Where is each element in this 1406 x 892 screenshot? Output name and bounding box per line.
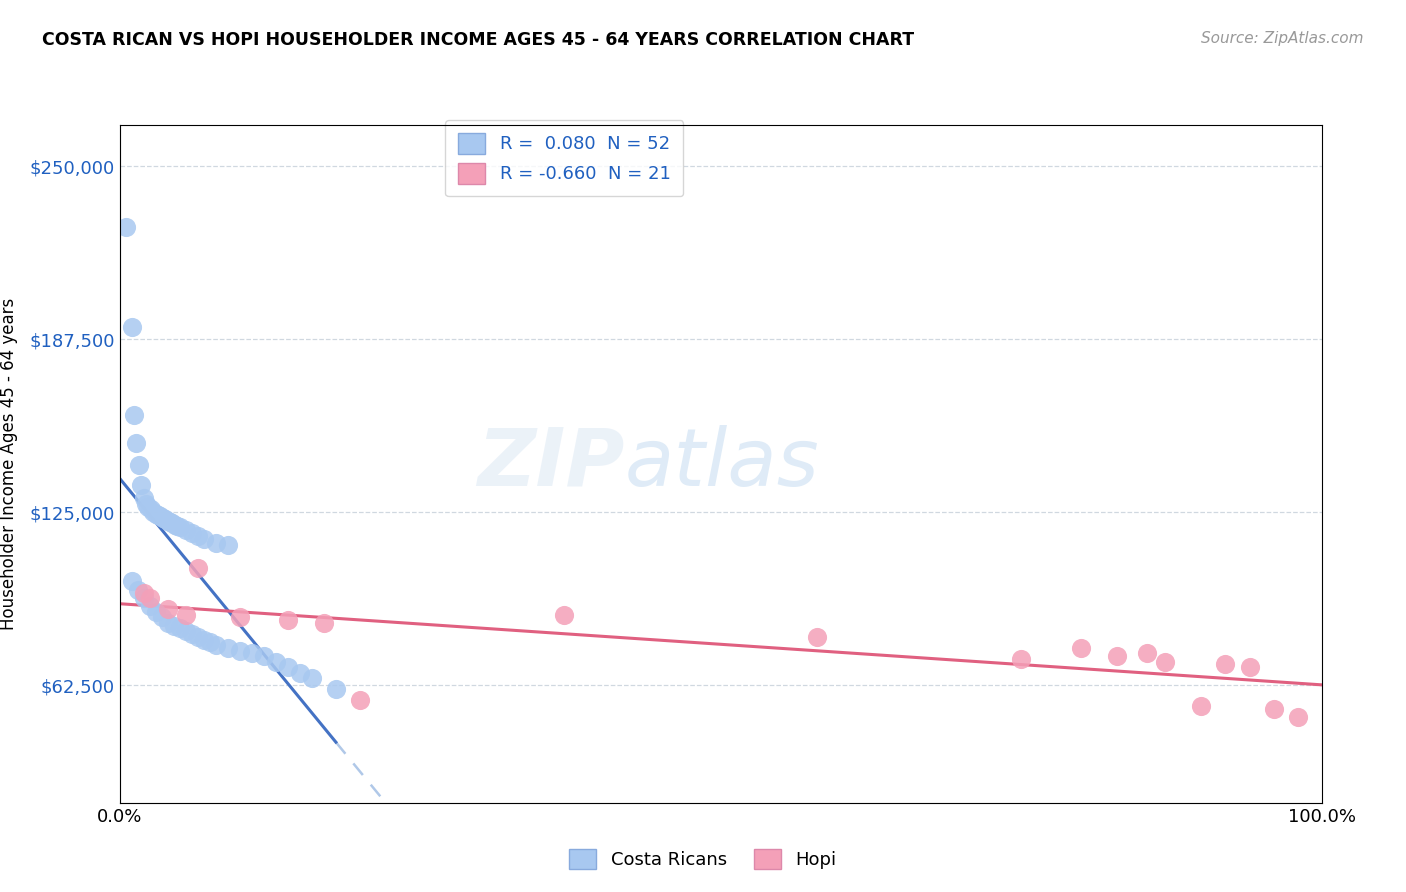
Point (174, 523, 197, 537)
Point (174, 607, 197, 622)
Point (1189, 698, 1212, 713)
Point (122, 409, 145, 423)
Point (145, 507, 167, 521)
Point (288, 665, 311, 680)
Point (1010, 652, 1032, 666)
Point (312, 615, 335, 630)
Point (193, 632, 215, 647)
Point (553, 607, 575, 622)
Point (1154, 655, 1177, 669)
Point (193, 532, 215, 546)
Point (174, 624, 197, 639)
Point (153, 512, 176, 526)
Point (187, 560, 209, 574)
Point (253, 649, 276, 664)
Point (166, 519, 188, 533)
Point (1239, 660, 1261, 674)
Point (1215, 657, 1237, 672)
Point (132, 591, 155, 605)
Point (139, 502, 162, 516)
Point (135, 497, 157, 511)
Point (1263, 702, 1285, 716)
Legend: Costa Ricans, Hopi: Costa Ricans, Hopi (560, 839, 846, 879)
Point (138, 500, 160, 514)
Point (121, 319, 143, 334)
Point (163, 517, 186, 532)
Point (132, 585, 155, 599)
Point (159, 515, 181, 529)
Point (240, 646, 263, 660)
Point (1136, 646, 1159, 660)
Point (149, 509, 172, 524)
Point (180, 627, 202, 641)
Point (129, 477, 152, 491)
Y-axis label: Householder Income Ages 45 - 64 years: Householder Income Ages 45 - 64 years (0, 298, 18, 630)
Point (150, 610, 173, 624)
Point (1070, 640, 1092, 655)
Point (217, 539, 239, 553)
Point (121, 574, 143, 589)
Text: ZIP: ZIP (477, 425, 624, 503)
Text: Source: ZipAtlas.com: Source: ZipAtlas.com (1201, 31, 1364, 46)
Point (138, 591, 160, 605)
Point (204, 638, 226, 652)
Text: atlas: atlas (624, 425, 820, 503)
Point (806, 630, 828, 644)
Point (228, 610, 252, 624)
Point (156, 602, 179, 616)
Point (162, 618, 184, 632)
Point (142, 505, 165, 519)
Point (301, 671, 323, 685)
Point (217, 640, 239, 655)
Point (125, 436, 148, 450)
Point (1107, 649, 1129, 664)
Point (169, 520, 191, 534)
Point (349, 693, 371, 707)
Legend: R =  0.080  N = 52, R = -0.660  N = 21: R = 0.080 N = 52, R = -0.660 N = 21 (446, 120, 683, 196)
Point (325, 682, 347, 697)
Point (146, 508, 169, 522)
Point (277, 660, 299, 674)
Point (132, 491, 155, 506)
Point (169, 622, 191, 636)
Point (138, 599, 160, 614)
Point (204, 535, 226, 549)
Text: COSTA RICAN VS HOPI HOUSEHOLDER INCOME AGES 45 - 64 YEARS CORRELATION CHART: COSTA RICAN VS HOPI HOUSEHOLDER INCOME A… (42, 31, 914, 49)
Point (264, 655, 287, 669)
Point (1286, 710, 1309, 724)
Point (198, 635, 221, 649)
Point (162, 516, 184, 531)
Point (145, 605, 167, 619)
Point (127, 582, 149, 597)
Point (277, 613, 299, 627)
Point (187, 630, 209, 644)
Point (152, 510, 174, 524)
Point (187, 529, 209, 543)
Point (156, 514, 179, 528)
Point (228, 643, 252, 657)
Point (114, 220, 136, 235)
Point (180, 526, 202, 541)
Point (128, 458, 150, 473)
Point (156, 615, 179, 630)
